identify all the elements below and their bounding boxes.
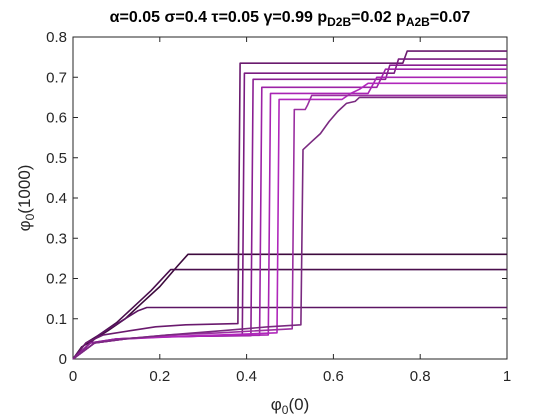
series-line-7 bbox=[72, 68, 507, 360]
series-line-6 bbox=[72, 64, 507, 360]
chart-title: α=0.05 σ=0.4 τ=0.05 γ=0.99 pD2B=0.02 pA2… bbox=[110, 9, 471, 29]
y-tick-label: 0.4 bbox=[46, 190, 67, 207]
series-line-8 bbox=[72, 76, 507, 360]
series-line-10 bbox=[72, 94, 507, 360]
y-tick-label: 0.5 bbox=[46, 150, 67, 167]
x-tick-label: 0.2 bbox=[149, 368, 170, 385]
x-axis-label: φ0(0) bbox=[271, 395, 310, 417]
x-tick-label: 1 bbox=[503, 368, 511, 385]
y-tick-label: 0.3 bbox=[46, 230, 67, 247]
x-tick-label: 0.8 bbox=[410, 368, 431, 385]
x-axis-ticks: 0 0.2 0.4 0.6 0.8 1 bbox=[69, 37, 511, 385]
y-tick-label: 0.7 bbox=[46, 69, 67, 86]
y-tick-label: 0.8 bbox=[46, 29, 67, 46]
series-lines bbox=[72, 50, 507, 360]
y-axis-ticks: 0 0.1 0.2 0.3 0.4 0.5 0.6 0.7 0.8 bbox=[46, 29, 507, 368]
series-line-1 bbox=[72, 253, 507, 360]
x-tick-label: 0 bbox=[69, 368, 77, 385]
series-line-3 bbox=[72, 306, 507, 360]
y-axis-label: φ0(1000) bbox=[15, 165, 37, 232]
y-tick-label: 0.6 bbox=[46, 110, 67, 127]
y-tick-label: 0.2 bbox=[46, 271, 67, 288]
x-tick-label: 0.4 bbox=[236, 368, 257, 385]
series-line-11 bbox=[72, 96, 507, 360]
y-tick-label: 0.1 bbox=[46, 311, 67, 328]
series-line-2 bbox=[72, 268, 507, 360]
y-tick-label: 0 bbox=[59, 351, 67, 368]
series-line-5 bbox=[72, 58, 507, 360]
series-line-9 bbox=[72, 82, 507, 360]
x-tick-label: 0.6 bbox=[323, 368, 344, 385]
